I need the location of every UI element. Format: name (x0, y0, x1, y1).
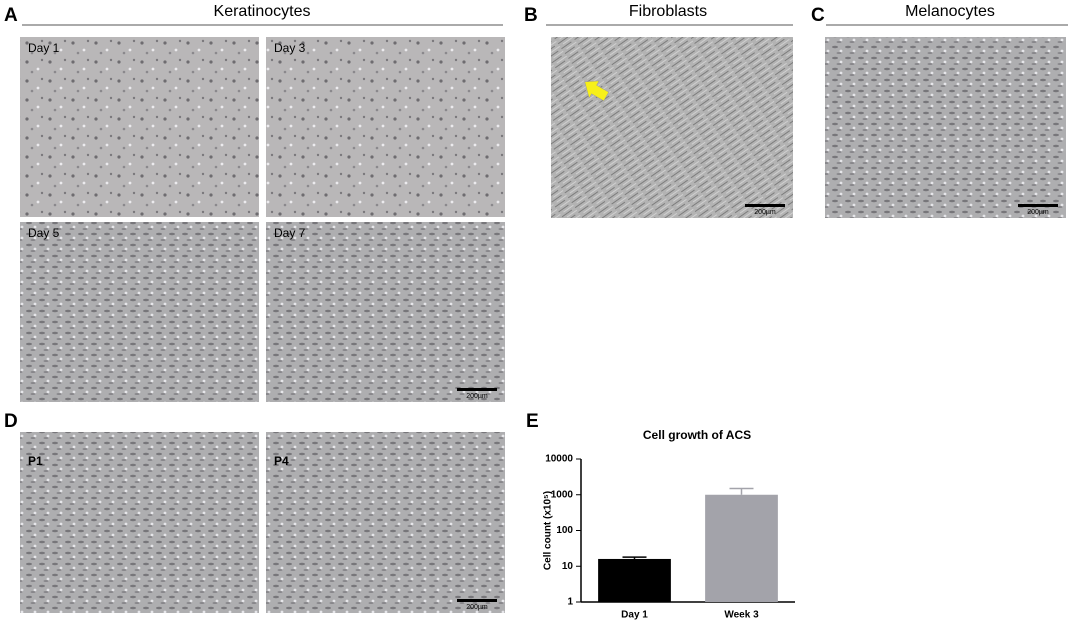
y-tick-label: 10000 (545, 454, 573, 465)
panel-letter: A (4, 5, 18, 26)
micrograph (20, 222, 259, 402)
panels: A Keratinocytes Day 1 Day 3 Day 5 Day 7 200µm B… (4, 3, 1068, 613)
image-label: P4 (274, 454, 289, 468)
micrograph (551, 37, 793, 218)
x-tick-label: Day 1 (621, 610, 648, 621)
bar (598, 558, 671, 602)
scale-bar-label: 200µm (1027, 209, 1049, 216)
chart-title: Cell growth of ACS (643, 428, 751, 442)
scale-bar (1018, 204, 1058, 207)
micrograph (825, 37, 1066, 218)
scale-bar-label: 200µm (754, 209, 776, 216)
panel-title: Keratinocytes (214, 3, 311, 20)
arrow (584, 80, 610, 102)
panel-letter: D (4, 411, 18, 432)
panel-letter: E (526, 411, 539, 432)
scale-bar-label: 200µm (466, 393, 488, 400)
panel-letter: B (524, 5, 538, 26)
scale-bar (457, 388, 497, 391)
image-label: P1 (28, 454, 43, 468)
micrograph (266, 432, 505, 613)
micrograph (266, 222, 505, 402)
micrograph (20, 432, 259, 613)
micrograph (20, 37, 259, 217)
scale-bar (457, 599, 497, 602)
y-tick-label: 10 (562, 561, 574, 572)
y-tick-label: 1 (567, 597, 573, 608)
image-label: Day 1 (28, 41, 60, 55)
chart: Cell growth of ACS Cell count (x10⁵) 1 10 10… (543, 428, 795, 621)
panel-title: Fibroblasts (629, 3, 707, 20)
image-label: Day 7 (274, 226, 306, 240)
y-tick-label: 100 (556, 525, 573, 536)
image-label: Day 5 (28, 226, 60, 240)
panel-title: Melanocytes (905, 3, 995, 20)
scale-bar-label: 200µm (466, 604, 488, 611)
scale-bar (745, 204, 785, 207)
y-axis-label: Cell count (x10⁵) (543, 491, 554, 570)
y-tick-label: 1000 (551, 489, 574, 500)
micrograph (266, 37, 505, 217)
image-label: Day 3 (274, 41, 306, 55)
x-tick-label: Week 3 (724, 610, 759, 621)
panel-letter: C (811, 5, 825, 26)
bar (705, 494, 778, 602)
